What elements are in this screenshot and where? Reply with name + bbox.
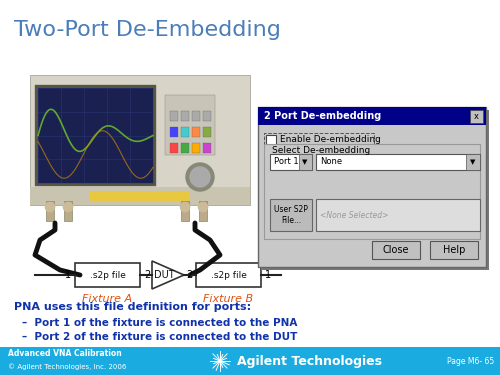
Text: Close: Close (383, 245, 409, 255)
FancyBboxPatch shape (430, 241, 478, 259)
FancyBboxPatch shape (192, 111, 200, 121)
Text: Fixture B: Fixture B (204, 294, 254, 304)
FancyBboxPatch shape (199, 201, 207, 221)
Text: ▼: ▼ (470, 159, 476, 165)
Text: None: None (320, 158, 342, 166)
Text: Two-Port De-Embedding: Two-Port De-Embedding (14, 20, 281, 40)
Text: ▼: ▼ (302, 159, 308, 165)
Text: 2 Port De-embedding: 2 Port De-embedding (264, 111, 382, 121)
FancyBboxPatch shape (192, 127, 200, 137)
Text: User S2P
File...: User S2P File... (274, 205, 308, 225)
Circle shape (190, 167, 210, 187)
Text: .s2p file: .s2p file (210, 270, 246, 279)
Circle shape (45, 202, 55, 212)
FancyBboxPatch shape (90, 191, 190, 201)
Text: Page M6- 65: Page M6- 65 (447, 357, 494, 366)
Text: Select De-embedding: Select De-embedding (272, 146, 370, 155)
FancyBboxPatch shape (181, 201, 189, 221)
Text: Fixture A: Fixture A (82, 294, 132, 304)
FancyBboxPatch shape (30, 187, 250, 205)
FancyBboxPatch shape (203, 143, 211, 153)
Text: © Agilent Technologies, Inc. 2006: © Agilent Technologies, Inc. 2006 (8, 364, 126, 370)
FancyBboxPatch shape (316, 154, 480, 170)
Polygon shape (152, 261, 184, 289)
Text: –  Port 2 of the fixture is connected to the DUT: – Port 2 of the fixture is connected to … (22, 332, 297, 342)
Text: Help: Help (443, 245, 465, 255)
FancyBboxPatch shape (372, 241, 420, 259)
Text: 2: 2 (186, 270, 192, 280)
Circle shape (186, 163, 214, 191)
FancyBboxPatch shape (466, 154, 480, 170)
Text: DUT: DUT (154, 270, 174, 280)
FancyBboxPatch shape (181, 127, 189, 137)
FancyBboxPatch shape (170, 143, 178, 153)
Text: x: x (474, 112, 479, 121)
Circle shape (180, 202, 190, 212)
Text: Enable De-embedding: Enable De-embedding (280, 135, 381, 144)
Text: Advanced VNA Calibration: Advanced VNA Calibration (8, 350, 122, 358)
Text: 1: 1 (265, 270, 271, 280)
FancyBboxPatch shape (75, 263, 140, 287)
FancyBboxPatch shape (299, 154, 312, 170)
FancyBboxPatch shape (0, 347, 500, 375)
FancyBboxPatch shape (165, 95, 215, 155)
Circle shape (198, 202, 208, 212)
FancyBboxPatch shape (30, 75, 250, 205)
Text: PNA uses this file definition for ports:: PNA uses this file definition for ports: (14, 302, 251, 312)
Text: <None Selected>: <None Selected> (320, 210, 388, 219)
FancyBboxPatch shape (170, 111, 178, 121)
FancyBboxPatch shape (35, 85, 156, 186)
FancyBboxPatch shape (258, 107, 486, 267)
FancyBboxPatch shape (181, 143, 189, 153)
FancyBboxPatch shape (170, 127, 178, 137)
FancyBboxPatch shape (258, 107, 486, 125)
Text: Port 1: Port 1 (274, 158, 298, 166)
FancyBboxPatch shape (192, 143, 200, 153)
FancyBboxPatch shape (261, 110, 489, 270)
Text: 1: 1 (65, 270, 71, 280)
FancyBboxPatch shape (316, 199, 480, 231)
FancyBboxPatch shape (181, 111, 189, 121)
FancyBboxPatch shape (196, 263, 261, 287)
FancyBboxPatch shape (270, 199, 312, 231)
FancyBboxPatch shape (203, 127, 211, 137)
FancyBboxPatch shape (203, 111, 211, 121)
Text: Agilent Technologies: Agilent Technologies (237, 354, 382, 368)
Text: –  Port 1 of the fixture is connected to the PNA: – Port 1 of the fixture is connected to … (22, 318, 297, 328)
FancyBboxPatch shape (64, 201, 72, 221)
FancyBboxPatch shape (38, 88, 153, 183)
FancyBboxPatch shape (270, 154, 312, 170)
Text: .s2p file: .s2p file (90, 270, 126, 279)
FancyBboxPatch shape (46, 201, 54, 221)
FancyBboxPatch shape (264, 144, 480, 239)
FancyBboxPatch shape (470, 110, 483, 123)
Text: 2: 2 (144, 270, 150, 280)
FancyBboxPatch shape (266, 135, 276, 145)
Circle shape (63, 202, 73, 212)
